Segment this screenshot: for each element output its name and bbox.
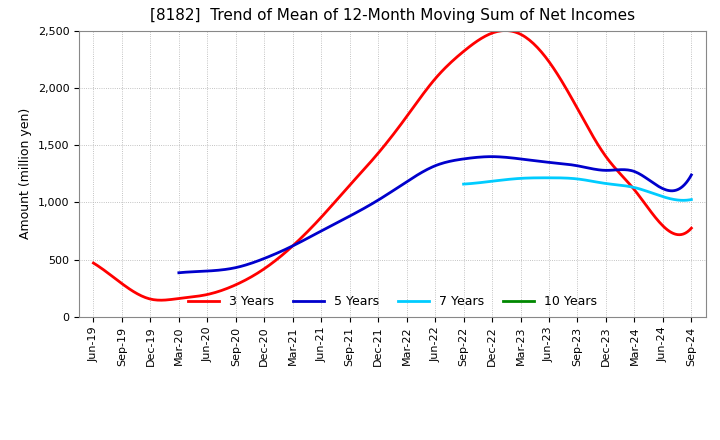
7 Years — [687, 197, 696, 202]
5 Years — [174, 270, 183, 275]
Line: 7 Years: 7 Years — [464, 178, 691, 200]
3 Years — [501, 28, 510, 33]
7 Years — [679, 198, 688, 203]
3 Years — [445, 61, 454, 66]
5 Years — [490, 154, 498, 159]
Title: [8182]  Trend of Mean of 12-Month Moving Sum of Net Incomes: [8182] Trend of Mean of 12-Month Moving … — [150, 7, 635, 23]
3 Years — [91, 262, 100, 267]
Line: 5 Years: 5 Years — [179, 157, 691, 273]
3 Years — [89, 260, 98, 266]
5 Years — [641, 175, 649, 180]
7 Years — [667, 196, 675, 202]
Legend: 3 Years, 5 Years, 7 Years, 10 Years: 3 Years, 5 Years, 7 Years, 10 Years — [183, 290, 602, 313]
7 Years — [541, 175, 550, 180]
5 Years — [487, 154, 495, 159]
3 Years — [597, 147, 606, 153]
7 Years — [600, 180, 608, 186]
Y-axis label: Amount (million yen): Amount (million yen) — [19, 108, 32, 239]
7 Years — [595, 180, 604, 185]
5 Years — [608, 168, 617, 173]
7 Years — [595, 180, 603, 185]
3 Years — [457, 51, 466, 56]
5 Years — [480, 154, 488, 159]
Line: 3 Years: 3 Years — [94, 30, 691, 300]
5 Years — [176, 270, 185, 275]
3 Years — [157, 297, 166, 303]
3 Years — [447, 59, 456, 65]
5 Years — [478, 154, 487, 160]
7 Years — [652, 192, 661, 197]
5 Years — [687, 172, 696, 178]
7 Years — [460, 181, 469, 187]
7 Years — [459, 181, 468, 187]
3 Years — [687, 225, 696, 231]
3 Years — [635, 194, 644, 199]
